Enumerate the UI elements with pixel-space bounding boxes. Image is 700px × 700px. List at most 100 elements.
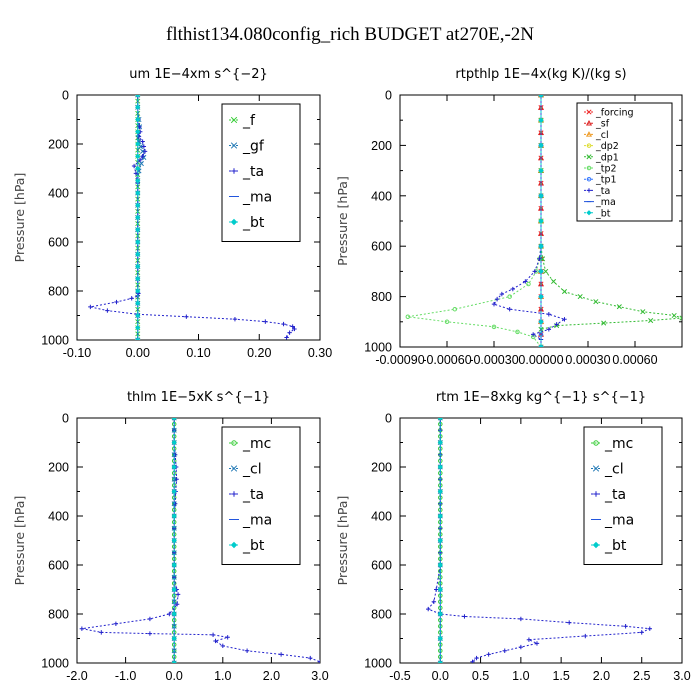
data-point [140,148,146,154]
data-point [437,439,443,446]
data-point [171,464,177,470]
data-point [129,296,134,301]
data-point [462,614,467,619]
data-point [317,659,320,663]
data-point [135,95,141,98]
legend-marker [593,491,599,497]
data-point [526,637,532,642]
data-point [171,439,177,446]
y-tick-label: 400 [371,189,392,203]
legend-label: _ta [595,186,610,197]
data-point [494,296,500,302]
y-axis-label: Pressure [hPa] [335,176,350,266]
data-point [640,309,646,315]
data-point [538,218,544,224]
legend-marker [585,119,593,126]
data-point [526,281,531,287]
data-point [543,268,549,274]
data-point [546,327,552,332]
subplot-1: um 1E−4xm s^{−2} Pressure [hPa] 0 200 400 600… [12,67,332,360]
legend: _forcing_sf_cl_dp2_dp1_tp2_tp1_ta_ma_bt [576,102,673,222]
series-line-tp2 [407,95,542,347]
y-tick-label: 800 [371,608,392,622]
data-point [452,306,458,312]
y-tick-label: 600 [371,559,392,573]
data-point [437,635,443,642]
data-point [171,611,177,617]
data-point [474,655,479,661]
data-point [426,606,431,612]
data-point [141,144,147,149]
legend-marker [586,143,592,148]
legend-marker [586,176,592,182]
data-point [135,141,141,147]
y-tick-label: 0 [385,412,392,426]
data-point [287,330,292,335]
data-point [518,616,524,622]
data-point [507,307,512,312]
legend-marker [230,116,238,124]
x-tick-label: -0.10 [63,346,92,360]
legend-marker [586,154,592,160]
data-point [210,632,216,638]
legend-label: _ta [604,487,626,503]
legend-label: _bt [595,208,611,219]
data-point [171,418,177,421]
data-point [105,308,110,313]
data-point [290,324,295,329]
data-point [437,586,443,593]
legend-label: _tp1 [595,175,617,186]
data-point [140,154,145,159]
data-point [171,513,177,519]
data-point [99,630,104,635]
data-point [538,293,544,300]
data-point [538,95,544,98]
data-point [232,316,238,322]
data-point [515,329,520,335]
legend-marker [230,142,238,149]
legend-label: _cl [595,130,609,141]
data-point [583,633,588,639]
subplot-title: rtpthlp 1E−4x(kg K)/(kg s) [455,67,626,82]
data-point [135,325,141,331]
data-point [220,643,225,649]
data-point [113,621,119,626]
data-point [135,227,141,233]
subplot-3: thlm 1E−5xK s^{−1} Pressure [hPa] 0 200 400 6… [12,390,329,683]
legend-label: _sf [595,119,610,130]
legend-marker [586,165,592,171]
data-point [562,317,567,322]
legend-marker [230,465,238,472]
legend-marker [586,210,592,216]
x-tick-label: 0.00000 [518,353,563,367]
data-point [561,289,568,295]
x-tick-label: 1.0 [512,669,529,683]
x-tick-label: 0.10 [186,346,210,360]
x-tick-label: 0.30 [308,346,332,360]
legend-label: _ma [242,190,272,206]
data-point [135,263,141,270]
x-tick-label: 0.5 [472,669,489,683]
subplot-title: um 1E−4xm s^{−2} [129,67,268,82]
data-point [135,251,141,257]
y-tick-label: 400 [371,510,392,524]
data-point [405,314,411,320]
data-point [470,659,475,663]
x-tick-label: 3.0 [673,669,690,683]
data-point [502,648,507,653]
x-tick-label: 0.00 [126,346,150,360]
data-point [147,631,153,636]
data-point [534,641,540,646]
data-point [486,652,491,657]
legend-label: _bt [604,538,627,554]
y-tick-label: 800 [48,285,69,299]
x-tick-label: 1.5 [552,669,569,683]
legend-marker [231,168,237,174]
legend: _mc _cl _ta _ma _bt [583,426,663,565]
y-tick-label: 1000 [364,341,392,355]
data-point [437,537,443,544]
legend-marker [586,109,592,115]
data-point [137,157,143,163]
data-point [550,278,557,285]
